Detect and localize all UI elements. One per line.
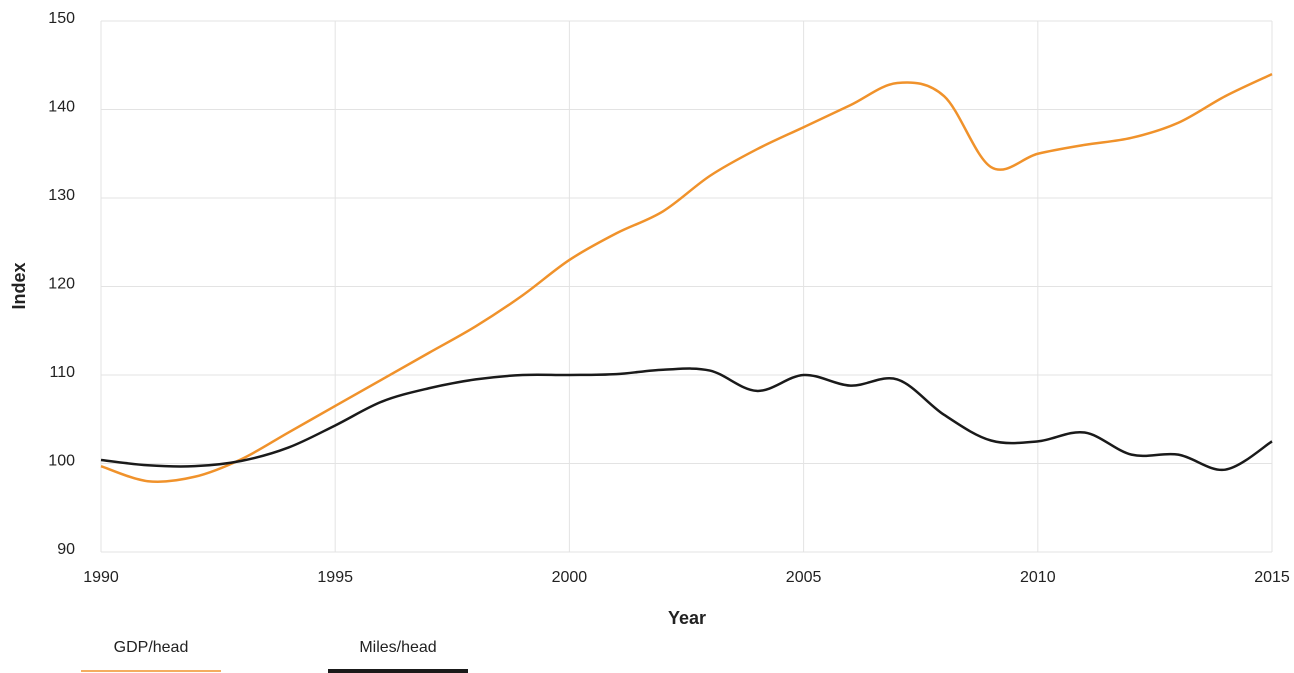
legend-label[interactable]: Miles/head — [359, 639, 436, 656]
x-tick-label: 2005 — [786, 569, 822, 586]
x-axis-title: Year — [668, 608, 706, 628]
y-tick-label: 100 — [48, 453, 75, 470]
y-tick-label: 90 — [57, 541, 75, 558]
y-tick-label: 140 — [48, 99, 75, 116]
data-line — [100, 367, 1273, 472]
data-line — [100, 72, 1273, 484]
x-tick-label: 1990 — [83, 569, 119, 586]
x-tick-label: 2000 — [552, 569, 588, 586]
y-tick-label: 110 — [49, 364, 75, 381]
x-tick-label: 2010 — [1020, 569, 1056, 586]
x-tick-label: 1995 — [317, 569, 353, 586]
y-tick-label: 150 — [48, 10, 75, 27]
y-tick-label: 130 — [48, 187, 75, 204]
x-tick-label: 2015 — [1254, 569, 1290, 586]
legend-label[interactable]: GDP/head — [114, 639, 189, 656]
y-axis-title: Index — [9, 262, 29, 309]
y-tick-label: 120 — [48, 276, 75, 293]
